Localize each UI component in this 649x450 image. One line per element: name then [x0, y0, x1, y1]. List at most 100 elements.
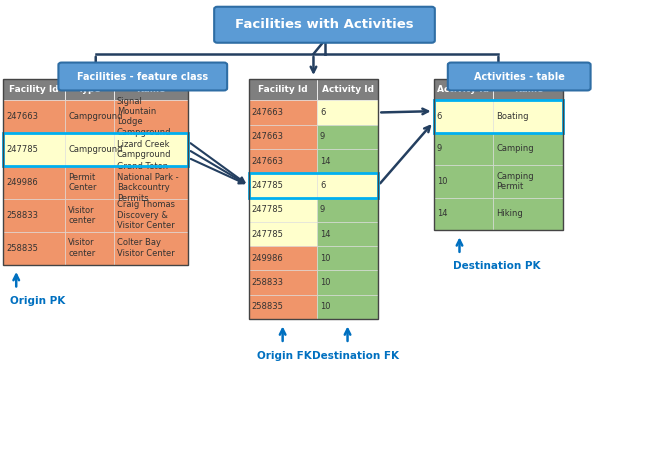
Text: 249986: 249986: [252, 254, 284, 263]
Text: Origin FK: Origin FK: [257, 351, 312, 360]
FancyBboxPatch shape: [448, 63, 591, 90]
Bar: [65, 79, 114, 100]
Text: 6: 6: [437, 112, 442, 121]
Bar: [114, 166, 188, 199]
Text: 10: 10: [320, 278, 330, 287]
Bar: [493, 198, 563, 230]
Bar: [249, 100, 317, 125]
Text: Grand Teton
National Park -
Backcountry
Permits: Grand Teton National Park - Backcountry …: [117, 162, 178, 202]
Bar: [114, 133, 188, 166]
Text: 14: 14: [320, 230, 330, 238]
Bar: [493, 100, 563, 133]
Text: 258833: 258833: [252, 278, 284, 287]
Text: Permit
Center: Permit Center: [68, 173, 97, 192]
Text: Craig Thomas
Discovery &
Visitor Center: Craig Thomas Discovery & Visitor Center: [117, 200, 175, 230]
Bar: [493, 133, 563, 165]
Bar: [249, 125, 317, 149]
Bar: [3, 133, 65, 166]
Bar: [3, 100, 65, 133]
Text: 247663: 247663: [252, 108, 284, 117]
Bar: [434, 79, 563, 230]
Bar: [493, 165, 563, 198]
Bar: [114, 199, 188, 232]
Bar: [434, 100, 493, 133]
Text: Name: Name: [136, 85, 165, 94]
Bar: [493, 79, 563, 100]
Bar: [65, 166, 114, 199]
Bar: [3, 166, 65, 199]
Bar: [3, 79, 188, 265]
Text: 247785: 247785: [252, 230, 284, 238]
Text: 258835: 258835: [252, 302, 284, 311]
Text: 14: 14: [437, 209, 447, 218]
Bar: [317, 246, 378, 270]
Bar: [434, 100, 563, 133]
Text: 6: 6: [320, 181, 325, 190]
Bar: [434, 79, 493, 100]
Bar: [317, 173, 378, 198]
Bar: [434, 133, 493, 165]
Text: 247785: 247785: [252, 205, 284, 214]
Text: Destination PK: Destination PK: [453, 261, 541, 271]
Text: Hiking: Hiking: [496, 209, 523, 218]
Text: Colter Bay
Visitor Center: Colter Bay Visitor Center: [117, 238, 175, 258]
Text: 247785: 247785: [252, 181, 284, 190]
Bar: [249, 173, 378, 198]
Text: Facility Id: Facility Id: [258, 85, 308, 94]
Text: Camping: Camping: [496, 144, 534, 153]
Bar: [317, 295, 378, 319]
Text: Destination FK: Destination FK: [312, 351, 399, 360]
Bar: [249, 198, 317, 222]
Text: Campground: Campground: [68, 112, 123, 122]
Bar: [317, 79, 378, 100]
Bar: [114, 232, 188, 265]
Text: 247663: 247663: [252, 157, 284, 166]
Bar: [65, 232, 114, 265]
Text: Camping
Permit: Camping Permit: [496, 171, 534, 191]
Bar: [249, 270, 317, 295]
Text: Boating: Boating: [496, 112, 529, 121]
Text: 9: 9: [320, 132, 325, 141]
Bar: [249, 295, 317, 319]
Text: Lizard Creek
Campground: Lizard Creek Campground: [117, 140, 171, 159]
Text: 10: 10: [437, 177, 447, 186]
Bar: [3, 79, 65, 100]
Text: Campground: Campground: [68, 145, 123, 154]
Bar: [317, 198, 378, 222]
Text: 6: 6: [320, 108, 325, 117]
Bar: [3, 133, 188, 166]
Bar: [114, 79, 188, 100]
Text: Visitor
center: Visitor center: [68, 206, 95, 225]
Text: Name: Name: [513, 85, 543, 94]
Bar: [249, 79, 378, 319]
Text: 247785: 247785: [6, 145, 38, 154]
Text: 10: 10: [320, 302, 330, 311]
Bar: [317, 270, 378, 295]
Bar: [3, 199, 65, 232]
Text: Type: Type: [77, 85, 101, 94]
Bar: [249, 246, 317, 270]
Text: 9: 9: [320, 205, 325, 214]
Text: 9: 9: [437, 144, 442, 153]
Text: 247663: 247663: [6, 112, 38, 122]
Text: 258833: 258833: [6, 211, 38, 220]
Bar: [317, 149, 378, 173]
Bar: [249, 149, 317, 173]
Text: Visitor
center: Visitor center: [68, 238, 95, 258]
Bar: [317, 100, 378, 125]
Bar: [65, 199, 114, 232]
Text: Activity Id: Activity Id: [437, 85, 489, 94]
Bar: [249, 79, 317, 100]
Text: Facilities with Activities: Facilities with Activities: [235, 18, 414, 31]
Text: Facilities - feature class: Facilities - feature class: [77, 72, 208, 81]
Bar: [317, 222, 378, 246]
Text: 258835: 258835: [6, 244, 38, 253]
Text: 249986: 249986: [6, 178, 38, 187]
Bar: [434, 165, 493, 198]
Text: Activities - table: Activities - table: [474, 72, 565, 81]
FancyBboxPatch shape: [58, 63, 227, 90]
FancyBboxPatch shape: [214, 7, 435, 43]
Bar: [3, 232, 65, 265]
Text: Facility Id: Facility Id: [9, 85, 59, 94]
Bar: [114, 100, 188, 133]
